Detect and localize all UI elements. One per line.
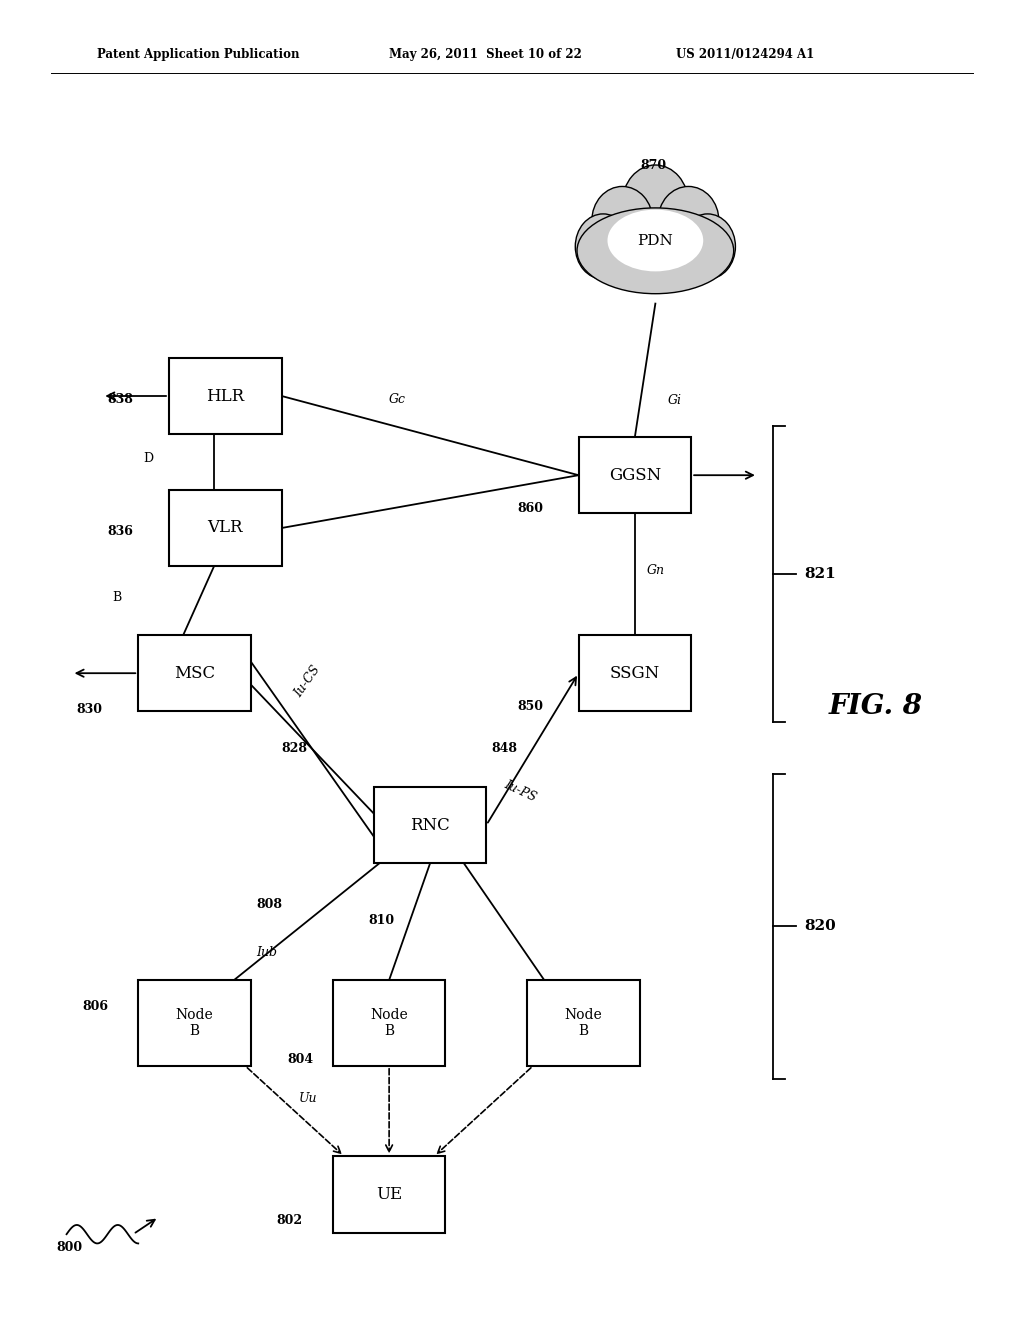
Bar	[169, 490, 282, 566]
Bar	[169, 358, 282, 434]
Text: Node
B: Node B	[176, 1008, 213, 1038]
Bar	[138, 635, 251, 711]
Text: RNC: RNC	[411, 817, 450, 833]
Ellipse shape	[592, 186, 652, 255]
Text: US 2011/0124294 A1: US 2011/0124294 A1	[676, 48, 814, 61]
Text: 860: 860	[517, 502, 543, 515]
Text: Node
B: Node B	[565, 1008, 602, 1038]
Bar	[527, 979, 640, 1067]
Ellipse shape	[575, 214, 631, 279]
Text: Iub: Iub	[256, 946, 278, 960]
Text: 820: 820	[804, 919, 836, 933]
Text: 836: 836	[108, 524, 133, 537]
Text: GGSN: GGSN	[608, 467, 662, 483]
Text: Uu: Uu	[299, 1092, 317, 1105]
Text: 802: 802	[276, 1213, 303, 1226]
Bar	[138, 979, 251, 1067]
Text: 800: 800	[56, 1241, 83, 1254]
Ellipse shape	[607, 210, 703, 272]
Text: 838: 838	[108, 392, 133, 405]
Text: 804: 804	[288, 1052, 314, 1065]
Text: Iu-CS: Iu-CS	[292, 663, 323, 700]
Text: 821: 821	[804, 568, 836, 581]
Text: Node
B: Node B	[371, 1008, 408, 1038]
Bar	[333, 979, 445, 1067]
Ellipse shape	[577, 207, 733, 294]
Text: 808: 808	[256, 898, 282, 911]
Ellipse shape	[623, 165, 688, 242]
Text: PDN: PDN	[638, 234, 673, 248]
Text: VLR: VLR	[208, 520, 243, 536]
Bar	[374, 787, 486, 863]
Text: 848: 848	[492, 742, 517, 755]
Ellipse shape	[658, 186, 719, 255]
Text: HLR: HLR	[206, 388, 245, 404]
Text: 830: 830	[77, 702, 102, 715]
Bar	[333, 1156, 445, 1233]
Text: Gi: Gi	[668, 393, 682, 407]
Text: 850: 850	[517, 700, 543, 713]
Text: Patent Application Publication: Patent Application Publication	[97, 48, 300, 61]
Text: SSGN: SSGN	[609, 665, 660, 681]
Text: 810: 810	[369, 913, 395, 927]
Text: UE: UE	[376, 1187, 402, 1203]
Text: Iu-PS: Iu-PS	[502, 777, 539, 804]
Text: B: B	[113, 590, 122, 603]
Ellipse shape	[680, 214, 735, 279]
Bar	[579, 437, 691, 513]
Text: 806: 806	[82, 999, 108, 1012]
Text: Gn: Gn	[647, 564, 666, 577]
Text: D: D	[143, 451, 154, 465]
Text: FIG. 8: FIG. 8	[828, 693, 923, 719]
Text: Gc: Gc	[389, 392, 407, 405]
Text: 828: 828	[282, 742, 307, 755]
Text: MSC: MSC	[174, 665, 215, 681]
Bar	[579, 635, 691, 711]
Text: 870: 870	[640, 158, 667, 172]
Text: May 26, 2011  Sheet 10 of 22: May 26, 2011 Sheet 10 of 22	[389, 48, 582, 61]
